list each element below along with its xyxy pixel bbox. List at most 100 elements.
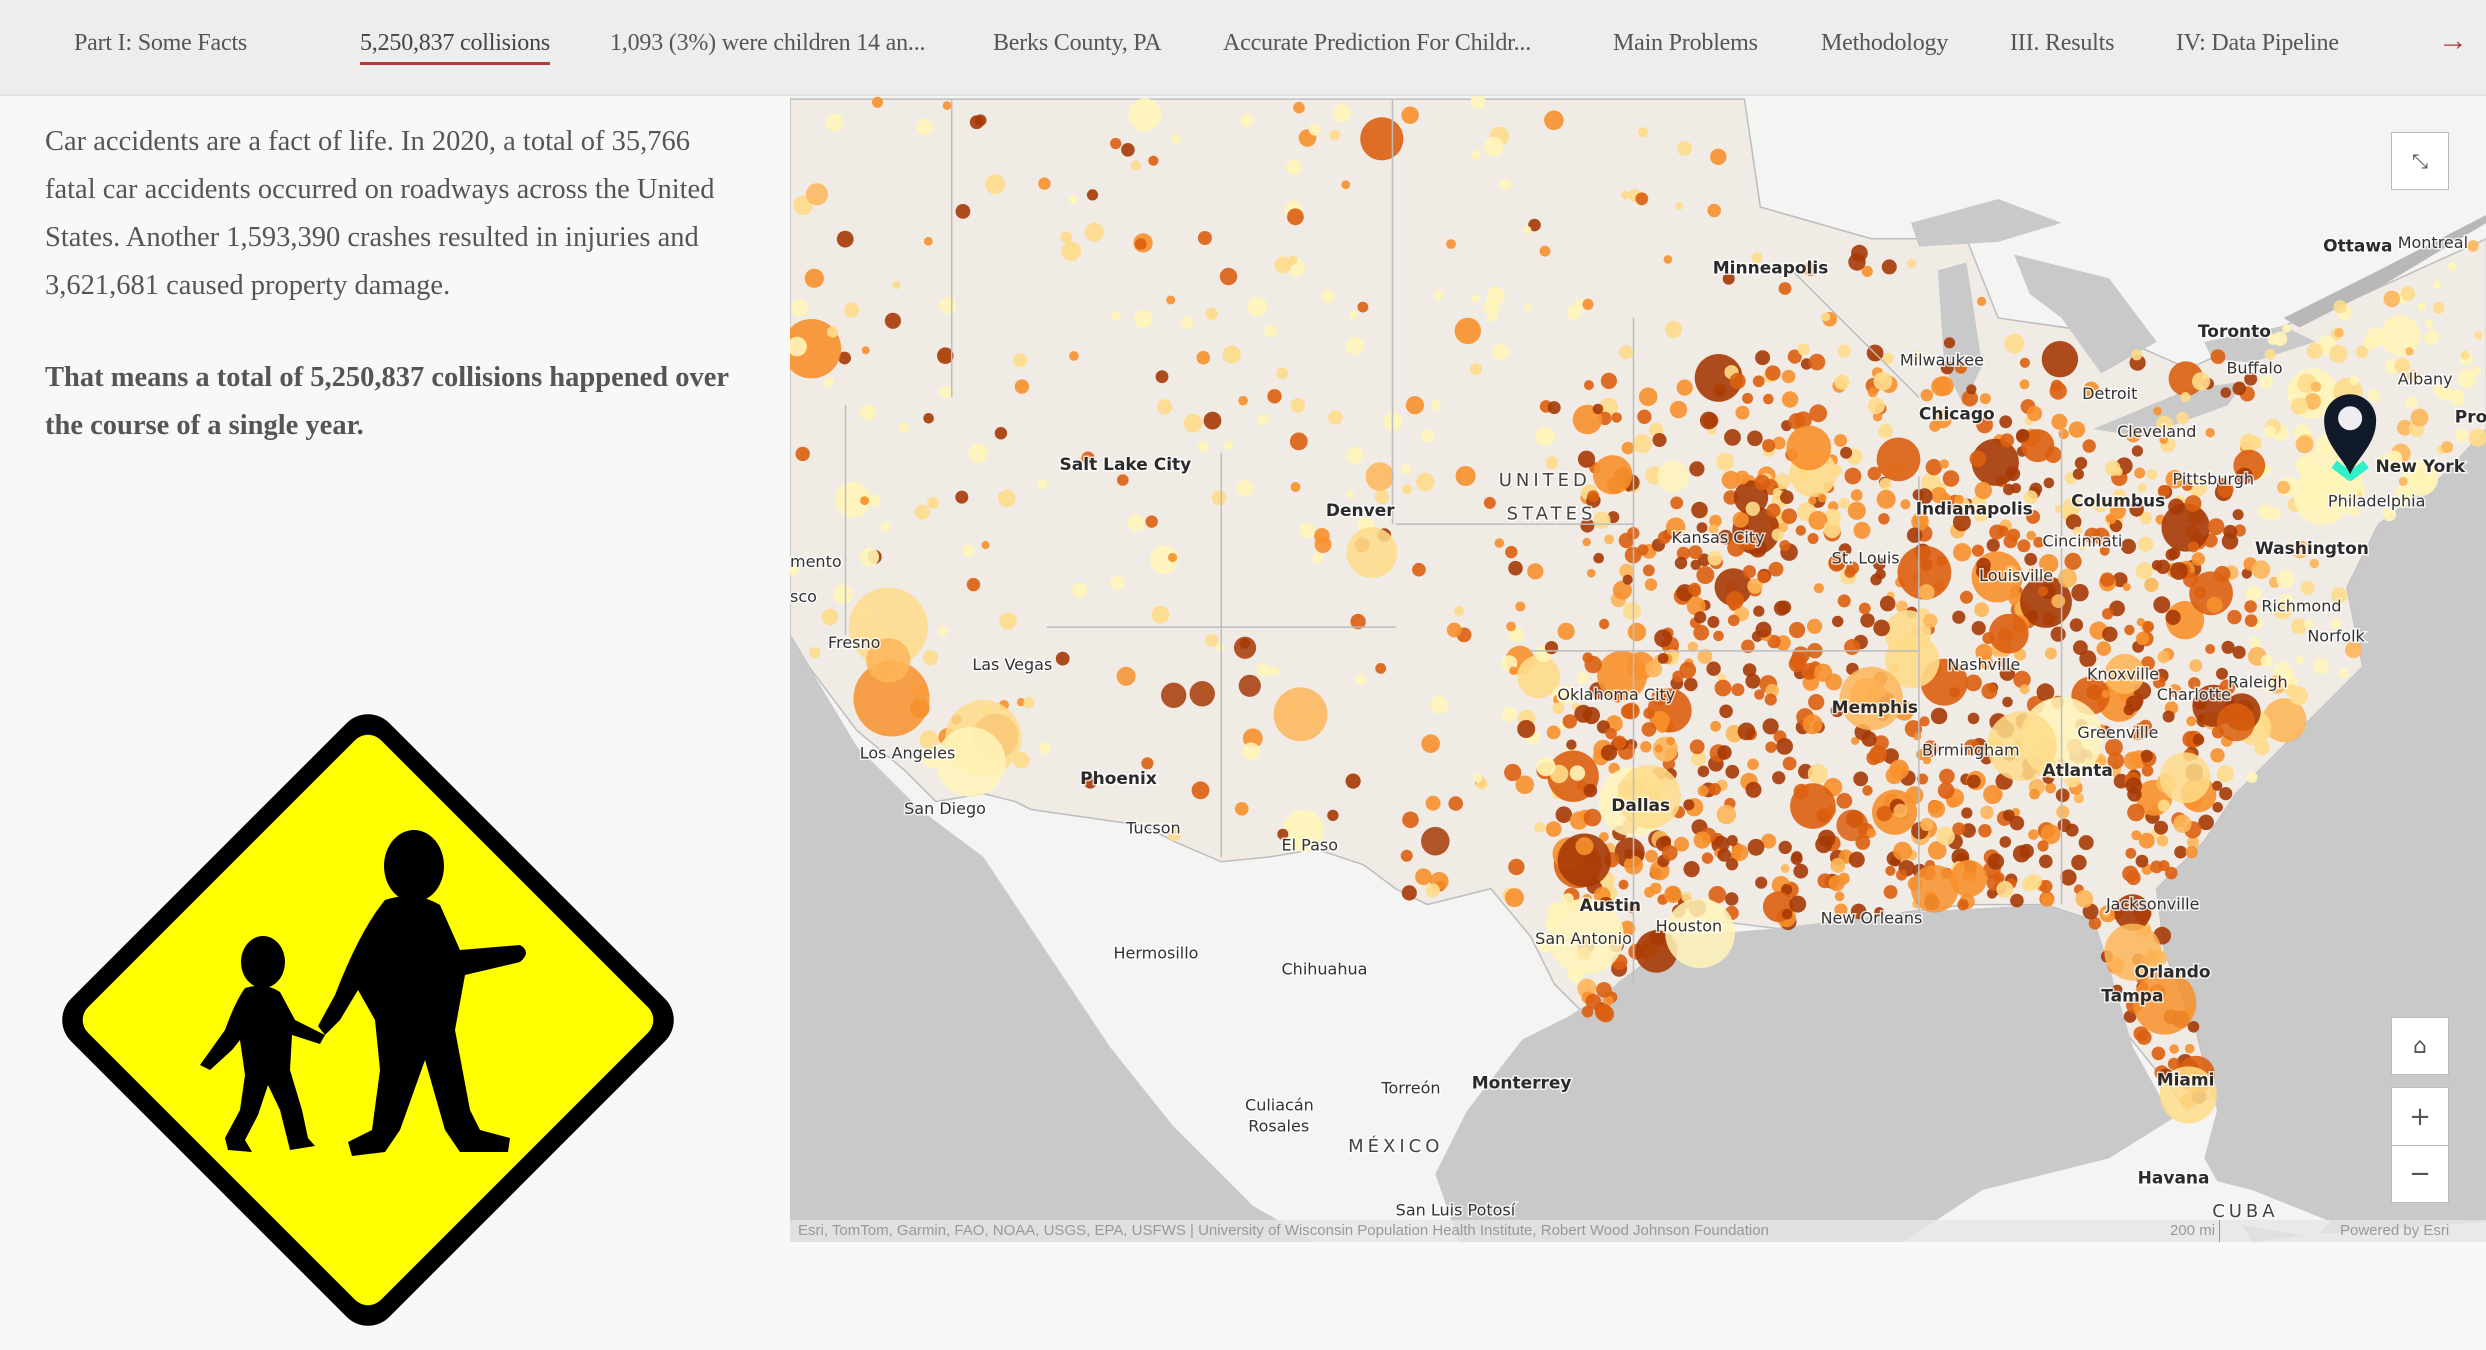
nav-item-collisions[interactable]: 5,250,837 collisions [360, 30, 551, 65]
city-label: Havana [2138, 1169, 2210, 1189]
collision-dot [1781, 508, 1797, 524]
map-pin-icon[interactable] [2324, 394, 2377, 481]
collision-dot [1754, 689, 1765, 700]
collision-dot [1345, 490, 1355, 499]
collision-dot [1555, 806, 1573, 823]
collision-dot [1966, 384, 1977, 395]
collision-dot [1963, 739, 1981, 756]
collision-dot [2093, 497, 2108, 513]
collision-dot [968, 443, 988, 463]
powered-by-link[interactable]: Powered by Esri [2340, 1222, 2450, 1239]
collision-dot [1693, 624, 1710, 641]
nav-item-methodology[interactable]: Methodology [1821, 30, 1949, 56]
collision-dot [2474, 331, 2483, 340]
collision-dot [1539, 245, 1551, 257]
collision-dot [2214, 565, 2231, 583]
collision-dot [2040, 893, 2054, 907]
attribution-text: Esri, TomTom, Garmin, FAO, NOAA, USGS, E… [798, 1222, 1769, 1239]
collision-dot [2151, 1046, 2166, 1061]
collision-dot [2120, 538, 2136, 554]
collision-dot [2165, 470, 2185, 489]
collision-dot [2262, 679, 2277, 694]
collision-dot [1061, 241, 1082, 261]
collision-dot [2146, 469, 2158, 480]
nav-item-children[interactable]: 1,093 (3%) were children 14 an... [610, 30, 926, 56]
zoom-in-button[interactable]: + [2391, 1087, 2449, 1145]
expand-icon[interactable]: ⤡ [2391, 132, 2449, 190]
collision-dot [1483, 496, 1496, 509]
collision-dot [1470, 96, 1486, 109]
map-canvas[interactable]: Ottawa Montreal Minneapolis Toronto Milwauke… [790, 96, 2486, 1242]
lake-huron [2014, 254, 2157, 374]
collision-dot [1716, 804, 1737, 825]
nav-item-results[interactable]: III. Results [2010, 30, 2115, 56]
collision-dot [1240, 114, 1253, 127]
nav-item-part-i[interactable]: Part I: Some Facts [74, 30, 248, 56]
collision-dot [1742, 565, 1756, 579]
collision-dot [1068, 194, 1078, 205]
collision-dot [1844, 566, 1856, 578]
collision-dot [2037, 840, 2049, 852]
city-label: Kansas City [1672, 528, 1765, 547]
collision-dot [1604, 534, 1615, 545]
collision-dot [2282, 324, 2291, 333]
collision-dot [1267, 389, 1282, 404]
collision-dot [1823, 520, 1841, 539]
nav-item-berks-county[interactable]: Berks County, PA [993, 30, 1162, 56]
nav-item-main-problems[interactable]: Main Problems [1613, 30, 1758, 56]
collision-dot [2016, 429, 2030, 442]
collision-dot [2077, 541, 2087, 551]
collision-dot [1650, 882, 1662, 895]
collision-dot [1844, 467, 1862, 485]
pacific-ocean [790, 635, 1316, 1242]
collision-dot [2058, 428, 2069, 440]
collision-dot [1663, 255, 1673, 264]
collision-dot [1830, 704, 1844, 718]
collision-dot [795, 446, 810, 462]
zoom-out-button[interactable]: − [2391, 1145, 2449, 1203]
collision-dot [1581, 1006, 1594, 1018]
collision-dot [2273, 600, 2292, 620]
collision-dot [868, 494, 881, 507]
collision-dot [1879, 478, 1892, 491]
collision-dot [2060, 869, 2077, 886]
nav-item-accurate-prediction[interactable]: Accurate Prediction For Childr... [1223, 30, 1532, 56]
collision-dot [1706, 661, 1721, 676]
collision-dot [1773, 600, 1790, 616]
city-label: Knoxville [2087, 664, 2159, 683]
collision-dot-large [1273, 687, 1328, 742]
collision-dot [2295, 655, 2304, 665]
collision-dot [1635, 192, 1649, 206]
collision-dot [1801, 663, 1819, 680]
collision-dot [2441, 441, 2454, 454]
collision-dot [2151, 560, 2163, 571]
collision-dot [1693, 831, 1711, 849]
collision-dot [1055, 651, 1070, 666]
collision-dot [1238, 395, 1248, 406]
collision-dot [1710, 148, 1727, 165]
arrow-right-icon[interactable]: → [2438, 24, 2468, 57]
collision-dot [955, 204, 971, 219]
collision-dot [1918, 584, 1935, 601]
collision-dot [1967, 712, 1980, 725]
collision-dot [1974, 602, 1989, 618]
collision-dot [1582, 298, 1594, 310]
collision-dot [966, 577, 981, 592]
city-label: Tucson [1125, 818, 1181, 837]
collision-dot [1582, 706, 1600, 725]
home-icon[interactable]: ⌂ [2391, 1017, 2449, 1075]
collision-dot [927, 497, 939, 509]
collision-map[interactable]: Ottawa Montreal Minneapolis Toronto Milwauke… [790, 96, 2486, 1242]
collision-dot [1737, 722, 1756, 741]
collision-dot [1686, 596, 1706, 616]
city-label: Monterrey [1472, 1074, 1572, 1094]
collision-dot [1205, 633, 1219, 647]
collision-dot [1761, 833, 1777, 849]
collision-dot [1952, 513, 1971, 532]
collision-dot [1747, 430, 1763, 447]
collision-dot [2040, 824, 2061, 845]
city-label: Cleveland [2117, 422, 2196, 441]
nav-item-data-pipeline[interactable]: IV: Data Pipeline [2176, 30, 2339, 56]
collision-dot [1083, 775, 1097, 789]
city-label: Fresno [828, 633, 880, 652]
